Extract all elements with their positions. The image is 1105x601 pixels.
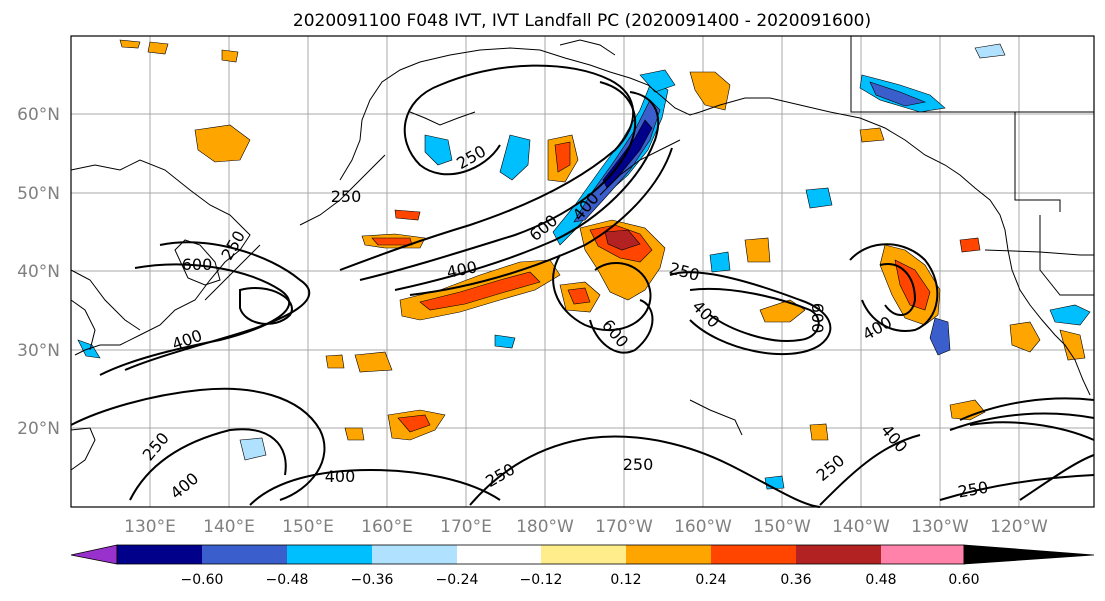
lon-label: 120°W bbox=[990, 517, 1048, 537]
contour-label: 600 bbox=[182, 255, 213, 274]
lon-label: 130°W bbox=[911, 517, 969, 537]
lat-label: 30°N bbox=[17, 341, 60, 361]
colorbar-segment bbox=[457, 545, 541, 564]
pc-filled-contours bbox=[77, 39, 1091, 490]
lon-label: 130°E bbox=[124, 517, 176, 537]
map-frame bbox=[70, 35, 1095, 508]
lon-label: 180°W bbox=[516, 517, 574, 537]
contour-label: 400 bbox=[325, 467, 356, 486]
colorbar-tick-label: −0.48 bbox=[266, 572, 309, 588]
colorbar-segment bbox=[711, 545, 796, 564]
colorbar-tick-label: −0.36 bbox=[351, 572, 394, 588]
colorbar-segment bbox=[117, 545, 202, 564]
colorbar-tick-label: −0.24 bbox=[436, 572, 479, 588]
ivt-line-contours bbox=[70, 64, 1095, 508]
colorbar-tick-label: 0.36 bbox=[780, 572, 811, 588]
colorbar-ticks: −0.60 −0.48 −0.36 −0.24 −0.12 0.12 0.24 … bbox=[181, 572, 980, 588]
lat-label: 50°N bbox=[17, 184, 60, 204]
colorbar-extend-high bbox=[963, 544, 1095, 565]
lon-label: 140°E bbox=[203, 517, 255, 537]
colorbar-tick-label: 0.12 bbox=[610, 572, 641, 588]
colorbar-segment bbox=[372, 545, 457, 564]
figure-title: 2020091100 F048 IVT, IVT Landfall PC (20… bbox=[293, 11, 871, 31]
lat-label: 20°N bbox=[17, 419, 60, 439]
latitude-labels: 60°N 50°N 40°N 30°N 20°N bbox=[17, 105, 60, 439]
colorbar-segment bbox=[287, 545, 372, 564]
coastlines bbox=[70, 36, 1094, 471]
colorbar-tick-label: 0.48 bbox=[865, 572, 896, 588]
longitude-labels: 130°E 140°E 150°E 160°E 170°E 180°W 170°… bbox=[124, 517, 1048, 537]
lon-label: 160°W bbox=[674, 517, 732, 537]
lon-label: 170°W bbox=[595, 517, 653, 537]
colorbar-tick-label: 0.60 bbox=[948, 572, 979, 588]
lon-label: 140°W bbox=[832, 517, 890, 537]
colorbar-segment bbox=[202, 545, 287, 564]
colorbar-segment bbox=[626, 545, 711, 564]
colorbar-segment bbox=[541, 545, 626, 564]
colorbar-segment bbox=[796, 545, 881, 564]
map-panel: 250 250 600 400 400 600 250 250 400 600 … bbox=[70, 35, 1095, 508]
colorbar-extend-low bbox=[70, 544, 118, 565]
colorbar-frame bbox=[116, 544, 965, 565]
contour-label: 600 bbox=[808, 303, 827, 334]
colorbar-tick-label: −0.12 bbox=[520, 572, 563, 588]
lon-label: 150°W bbox=[753, 517, 811, 537]
lon-label: 160°E bbox=[361, 517, 413, 537]
lat-label: 40°N bbox=[17, 262, 60, 282]
lon-label: 150°E bbox=[282, 517, 334, 537]
lon-label: 170°E bbox=[440, 517, 492, 537]
contour-label: 250 bbox=[331, 187, 362, 206]
contour-label: 250 bbox=[623, 455, 654, 474]
colorbar-segment bbox=[881, 545, 964, 564]
colorbar-tick-label: −0.60 bbox=[181, 572, 224, 588]
colorbar: −0.60 −0.48 −0.36 −0.24 −0.12 0.12 0.24 … bbox=[70, 544, 1095, 588]
colorbar-tick-label: 0.24 bbox=[695, 572, 726, 588]
lat-label: 60°N bbox=[17, 105, 60, 125]
